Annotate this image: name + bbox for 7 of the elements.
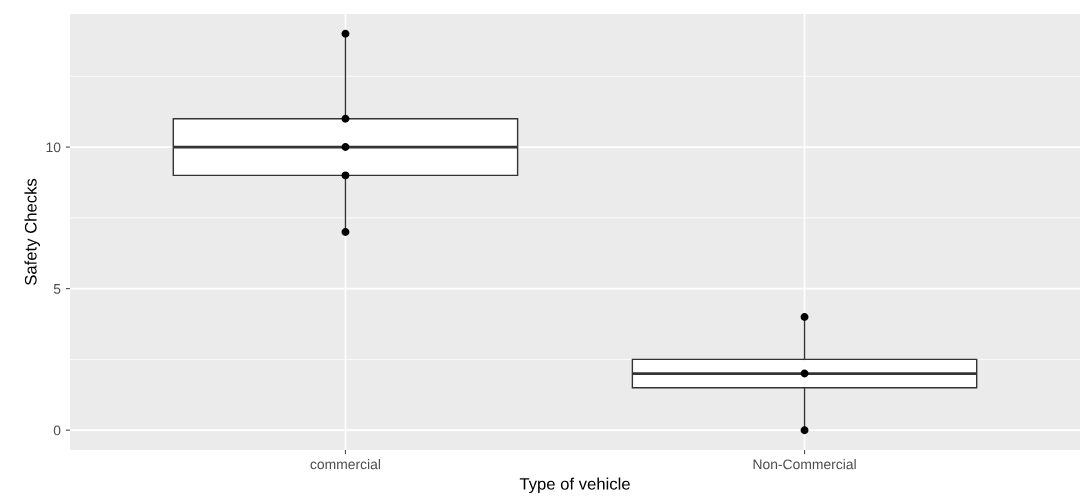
- x-axis-title: Type of vehicle: [519, 477, 630, 494]
- x-tick-label: Non-Commercial: [753, 459, 856, 470]
- y-tick-label: 5: [53, 284, 61, 294]
- y-axis-title: Safety Checks: [24, 178, 40, 285]
- y-tick-label: 10: [46, 142, 61, 153]
- x-tick-label: commercial: [310, 459, 381, 470]
- y-tick-label: 0: [53, 425, 61, 436]
